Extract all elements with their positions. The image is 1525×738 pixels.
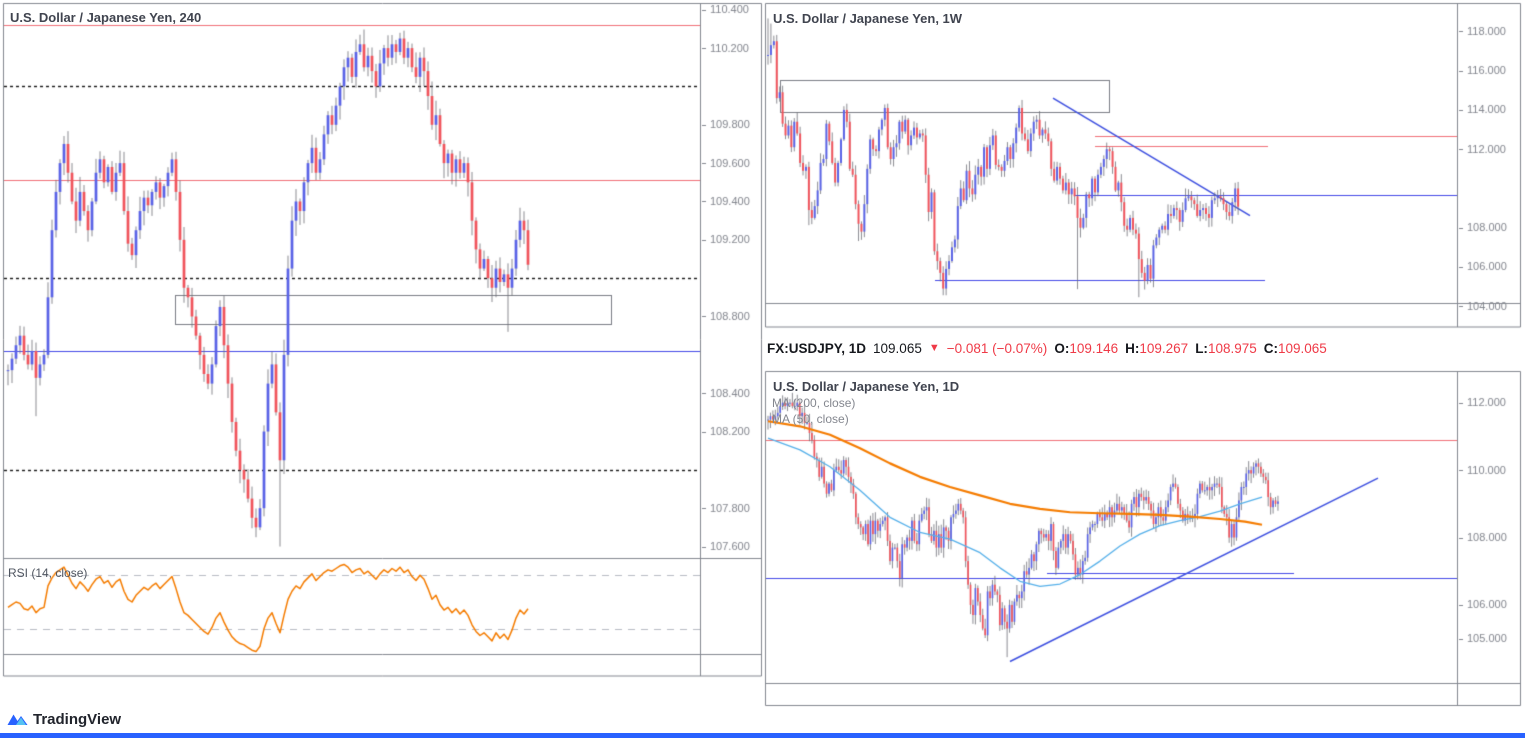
ticker-close-label: C: xyxy=(1263,340,1278,356)
chart-title-240: U.S. Dollar / Japanese Yen, 240 xyxy=(10,10,202,25)
ticker-high-label: H: xyxy=(1125,340,1140,356)
ticker-low-label: L: xyxy=(1195,340,1208,356)
ma200-legend-label: MA (200, close) xyxy=(772,396,856,410)
ticker-symbol: FX:USDJPY, 1D xyxy=(767,340,867,356)
ma50-legend-label: MA (50, close) xyxy=(772,412,849,426)
rsi-indicator-label: RSI (14, close) xyxy=(8,566,88,580)
bottom-accent-bar xyxy=(0,733,1525,738)
ticker-last-price: 109.065 xyxy=(873,340,922,356)
ticker-change: −0.081 (−0.07%) xyxy=(946,340,1048,356)
ticker-open-label: O: xyxy=(1054,340,1070,356)
ticker-close-value: 109.065 xyxy=(1278,340,1327,356)
price-down-arrow-icon: ▼ xyxy=(928,342,940,354)
ticker-high-value: 109.267 xyxy=(1139,340,1189,356)
tradingview-mountain-icon xyxy=(7,714,28,725)
ticker-low-value: 108.975 xyxy=(1207,340,1257,356)
tradingview-logo-text: TradingView xyxy=(33,711,122,728)
symbol-status-bar: FX:USDJPY, 1D 109.065 ▼ −0.081 (−0.07%) … xyxy=(767,336,1327,360)
tradingview-logo[interactable]: TradingView xyxy=(7,711,121,728)
chart-title-1w: U.S. Dollar / Japanese Yen, 1W xyxy=(773,11,963,26)
ticker-open-value: 109.146 xyxy=(1069,340,1119,356)
chart-title-1d: U.S. Dollar / Japanese Yen, 1D xyxy=(773,379,960,394)
